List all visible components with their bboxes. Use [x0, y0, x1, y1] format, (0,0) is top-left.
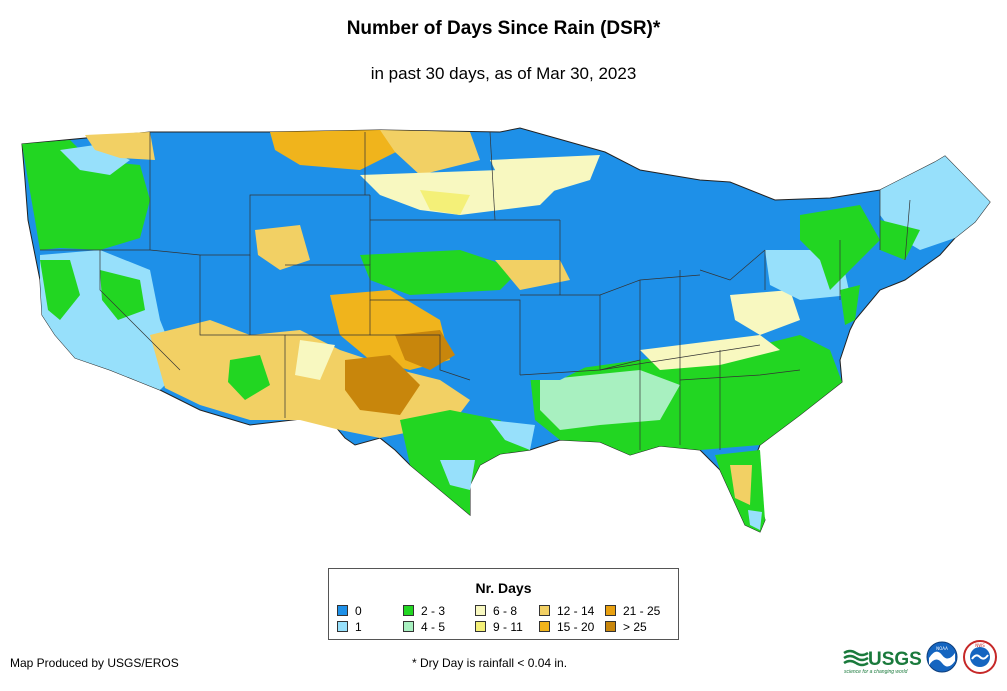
legend: Nr. Days 0 1 2 - 3 4 - 5 6 - 8 9 - 11 12…: [328, 568, 679, 640]
legend-item-9: > 25: [605, 621, 647, 633]
credit-text: Map Produced by USGS/EROS: [10, 656, 179, 670]
legend-item-5: 9 - 11: [475, 621, 523, 633]
legend-item-1: 1: [337, 621, 362, 633]
legend-item-2: 2 - 3: [403, 605, 445, 617]
map-title: Number of Days Since Rain (DSR)*: [346, 18, 661, 39]
legend-item-3: 4 - 5: [403, 621, 445, 633]
nws-logo-icon: NWS: [963, 640, 997, 674]
legend-title: Nr. Days: [475, 580, 532, 596]
legend-item-4: 6 - 8: [475, 605, 517, 617]
legend-swatch: [403, 621, 414, 632]
footnote-text: * Dry Day is rainfall < 0.04 in.: [412, 656, 568, 670]
legend-swatch: [605, 621, 616, 632]
legend-swatch: [539, 621, 550, 632]
legend-swatch: [337, 621, 348, 632]
map-subtitle: in past 30 days, as of Mar 30, 2023: [370, 64, 637, 83]
legend-swatch: [403, 605, 414, 616]
legend-item-7: 15 - 20: [539, 621, 594, 633]
usgs-tagline: science for a changing world: [844, 669, 908, 675]
legend-item-0: 0: [337, 605, 362, 617]
us-dsr-map: [21, 127, 991, 533]
legend-swatch: [539, 605, 550, 616]
legend-swatch: [475, 605, 486, 616]
legend-swatch: [605, 605, 616, 616]
legend-swatch: [337, 605, 348, 616]
usgs-wordmark: USGS: [868, 649, 922, 670]
legend-item-6: 12 - 14: [539, 605, 594, 617]
legend-item-8: 21 - 25: [605, 605, 660, 617]
usgs-logo-icon: USGS science for a changing world: [843, 649, 922, 675]
legend-swatch: [475, 621, 486, 632]
noaa-label: NOAA: [936, 646, 948, 651]
noaa-logo-icon: NOAA: [926, 641, 958, 673]
nws-label: NWS: [975, 643, 985, 648]
